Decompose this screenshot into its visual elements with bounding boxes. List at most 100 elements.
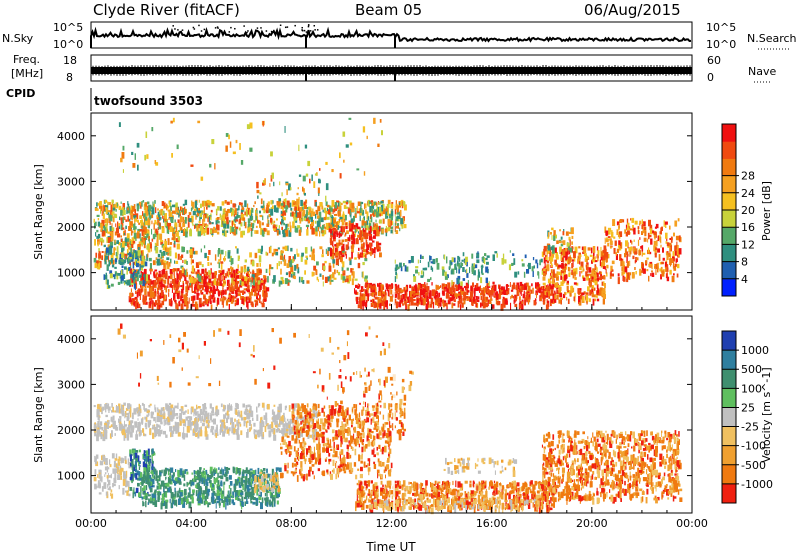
scatter-cell xyxy=(96,410,100,418)
scatter-cell xyxy=(560,236,563,240)
scatter-cell xyxy=(123,259,126,264)
scatter-cell xyxy=(234,273,238,276)
scatter-cell xyxy=(168,402,172,405)
scatter-cell xyxy=(127,215,130,222)
scatter-cell xyxy=(414,292,418,296)
scatter-cell xyxy=(519,301,522,305)
scatter-cell xyxy=(669,253,672,261)
scatter-cell xyxy=(389,220,392,226)
scatter-cell xyxy=(302,175,306,182)
scatter-cell xyxy=(153,280,156,287)
scatter-cell xyxy=(240,204,243,207)
scatter-cell xyxy=(591,260,593,264)
scatter-cell xyxy=(298,229,302,236)
scatter-cell xyxy=(329,274,332,281)
scatter-cell xyxy=(391,283,393,290)
scatter-cell xyxy=(220,270,223,276)
scatter-cell xyxy=(195,262,200,268)
scatter-cell xyxy=(252,303,254,308)
scatter-cell xyxy=(165,261,168,265)
scatter-cell xyxy=(402,294,405,300)
scatter-cell xyxy=(329,205,331,210)
scatter-cell xyxy=(242,281,246,285)
scatter-cell xyxy=(249,291,252,299)
scatter-cell xyxy=(182,208,185,215)
scatter-cell xyxy=(369,245,372,251)
scatter-cell xyxy=(385,300,388,305)
scatter-cell xyxy=(125,225,127,229)
scatter-cell xyxy=(220,263,223,270)
scatter-cell xyxy=(373,291,376,298)
scatter-cell xyxy=(249,213,253,221)
scatter-cell xyxy=(167,285,169,288)
scatter-cell xyxy=(365,239,368,245)
scatter-cell xyxy=(417,288,419,294)
scatter-cell xyxy=(138,233,141,237)
scatter-cell xyxy=(303,217,306,221)
scatter-cell xyxy=(247,404,251,408)
scatter-cell xyxy=(449,287,453,295)
scatter-cell xyxy=(523,290,525,298)
scatter-cell xyxy=(223,422,226,429)
scatter-cell xyxy=(361,230,364,235)
scatter-cell xyxy=(190,296,194,301)
scatter-cell xyxy=(471,299,474,306)
scatter-cell xyxy=(225,273,227,279)
nsearch-dot xyxy=(279,24,282,27)
scatter-cell xyxy=(285,183,289,186)
scatter-cell xyxy=(180,266,182,269)
scatter-cell xyxy=(181,274,183,279)
scatter-cell xyxy=(591,270,594,277)
scatter-cell xyxy=(560,243,564,247)
scatter-cell xyxy=(176,426,180,429)
scatter-cell xyxy=(142,200,145,203)
scatter-cell xyxy=(607,242,610,247)
scatter-cell xyxy=(128,266,131,271)
scatter-cell xyxy=(485,302,489,308)
scatter-cell xyxy=(294,206,297,214)
scatter-cell xyxy=(311,271,314,277)
scatter-cell xyxy=(169,246,172,251)
scatter-cell xyxy=(434,290,437,295)
scatter-cell xyxy=(423,298,426,305)
scatter-cell xyxy=(627,230,630,235)
scatter-cell xyxy=(120,269,123,275)
scatter-cell xyxy=(494,292,496,296)
scatter-cell xyxy=(503,304,506,308)
scatter-cell xyxy=(649,228,653,235)
scatter-cell xyxy=(485,296,489,301)
scatter-cell xyxy=(452,295,456,299)
scatter-cell xyxy=(432,258,436,265)
scatter-cell xyxy=(565,247,568,252)
scatter-cell xyxy=(551,235,553,240)
scatter-cell xyxy=(246,273,250,278)
scatter-cell xyxy=(153,271,156,276)
scatter-cell xyxy=(185,280,188,285)
scatter-cell xyxy=(466,272,469,278)
scatter-cell xyxy=(324,230,327,235)
scatter-cell xyxy=(488,299,492,302)
scatter-cell xyxy=(524,254,527,259)
scatter-cell xyxy=(381,228,384,234)
scatter-cell xyxy=(492,284,495,290)
scatter-cell xyxy=(537,271,539,276)
scatter-cell xyxy=(227,252,231,259)
scatter-cell xyxy=(98,248,100,253)
scatter-cell xyxy=(260,280,264,283)
scatter-cell xyxy=(172,287,174,290)
scatter-cell xyxy=(201,225,203,233)
scatter-cell xyxy=(359,292,361,299)
scatter-cell xyxy=(210,209,213,213)
scatter-cell xyxy=(157,296,160,302)
scatter-cell xyxy=(596,246,599,251)
scatter-cell xyxy=(479,285,481,291)
scatter-cell xyxy=(592,298,595,306)
scatter-cell xyxy=(356,205,358,213)
scatter-cell xyxy=(220,291,222,299)
scatter-cell xyxy=(477,269,480,277)
scatter-cell xyxy=(148,236,150,241)
scatter-cell xyxy=(222,276,224,280)
scatter-cell xyxy=(243,265,247,272)
scatter-cell xyxy=(526,290,528,294)
scatter-cell xyxy=(365,252,368,255)
